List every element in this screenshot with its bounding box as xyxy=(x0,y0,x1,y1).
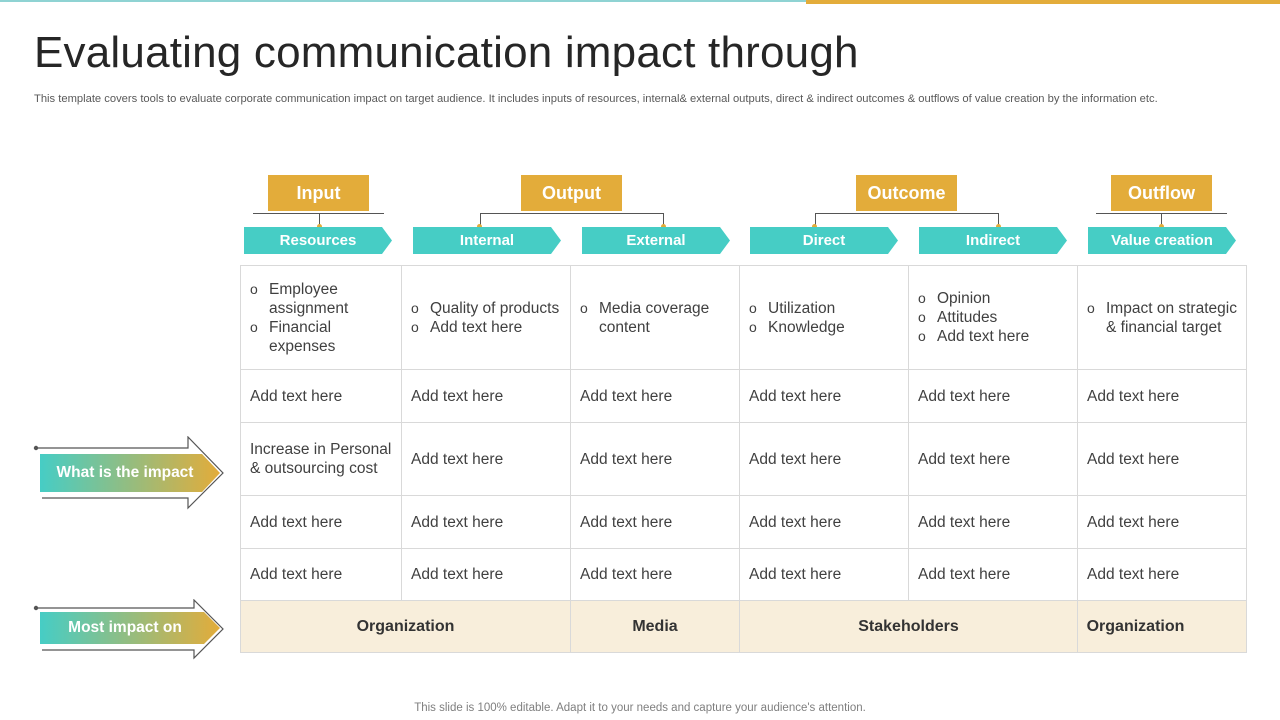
connector-output xyxy=(480,213,664,226)
table-cell: Add text here xyxy=(1087,450,1180,468)
page-subtitle: This template covers tools to evaluate c… xyxy=(34,93,1158,105)
table-divider xyxy=(1077,265,1078,653)
footer-note: This slide is 100% editable. Adapt it to… xyxy=(414,702,866,714)
table-cell: Impact on strategic & financial target xyxy=(1087,266,1237,369)
subheader-value-creation: Value creation xyxy=(1088,227,1236,254)
table-cell: Add text here xyxy=(749,513,842,531)
subheader-external: External xyxy=(582,227,730,254)
table-cell: Add text here xyxy=(918,566,1011,583)
most-impact-arrow-graphic xyxy=(33,599,224,660)
table-cell: Add text here xyxy=(580,566,673,583)
category-outflow: Outflow xyxy=(1111,175,1212,211)
table-cell: Add text here xyxy=(749,566,842,583)
table-cell: Add text here xyxy=(411,450,504,468)
bullet-list: Utilization Knowledge xyxy=(749,299,845,337)
bullet-item: Quality of products xyxy=(411,299,559,318)
table-cell: Add text here xyxy=(250,566,343,583)
table-divider xyxy=(240,422,1247,423)
side-label-most-impact-on: Most impact on xyxy=(68,619,182,636)
table-cell: Add text here xyxy=(580,387,673,405)
table-divider xyxy=(240,495,1247,496)
most-impact-organization-2: Organization xyxy=(1086,618,1185,635)
connector-input xyxy=(253,213,384,214)
table-cell: Add text here xyxy=(918,513,1011,531)
category-input: Input xyxy=(268,175,369,211)
connector-dot xyxy=(812,224,817,229)
table-cell: Add text here xyxy=(749,450,842,468)
table-cell: Add text here xyxy=(411,566,504,583)
table-cell: Add text here xyxy=(250,387,343,405)
table-divider xyxy=(908,265,909,600)
table-cell: Add text here xyxy=(411,387,504,405)
page-title: Evaluating communication impact through xyxy=(34,28,859,77)
table-divider xyxy=(570,265,571,653)
table-cell: Add text here xyxy=(411,513,504,531)
bullet-item: Add text here xyxy=(411,318,559,337)
table-divider xyxy=(240,369,1247,370)
impact-arrow-graphic xyxy=(33,436,224,510)
table-cell: Quality of products Add text here xyxy=(411,266,561,369)
bullet-list: Impact on strategic & financial target xyxy=(1087,299,1237,337)
most-impact-stakeholders: Stakeholders xyxy=(858,618,959,635)
table-divider xyxy=(401,265,402,600)
connector-dot xyxy=(1159,224,1164,229)
table-cell: Employee assignment Financial expenses xyxy=(250,266,398,369)
connector-dot xyxy=(661,224,666,229)
bullet-item: Financial expenses xyxy=(250,318,398,356)
table-cell: Add text here xyxy=(918,387,1011,405)
subheader-internal: Internal xyxy=(413,227,561,254)
category-output: Output xyxy=(521,175,622,211)
bullet-item: Knowledge xyxy=(749,318,845,337)
table-cell: Increase in Personal & outsourcing cost xyxy=(250,441,392,477)
connector-dot xyxy=(477,224,482,229)
table-divider xyxy=(739,265,740,653)
bullet-item: Utilization xyxy=(749,299,845,318)
table-cell: Add text here xyxy=(580,450,673,468)
table-cell: Media coverage content xyxy=(580,266,730,369)
connector-outcome xyxy=(815,213,999,226)
table-cell: Add text here xyxy=(250,513,343,531)
table-divider xyxy=(240,548,1247,549)
connector-stem xyxy=(319,213,320,226)
bullet-list: Quality of products Add text here xyxy=(411,299,559,337)
connector-stem xyxy=(1161,213,1162,226)
table-divider xyxy=(240,600,1247,601)
bullet-list: Employee assignment Financial expenses xyxy=(250,280,398,356)
bullet-list: Opinion Attitudes Add text here xyxy=(918,289,1029,346)
table-cell: Add text here xyxy=(1087,566,1180,583)
table-cell: Utilization Knowledge xyxy=(749,266,899,369)
most-impact-organization: Organization xyxy=(356,618,455,635)
connector-dot xyxy=(317,224,322,229)
bullet-list: Media coverage content xyxy=(580,299,730,337)
table-cell: Add text here xyxy=(1087,387,1180,405)
subheader-direct: Direct xyxy=(750,227,898,254)
subheader-indirect: Indirect xyxy=(919,227,1067,254)
bullet-item: Attitudes xyxy=(918,308,1029,327)
top-accent-line-gold xyxy=(806,0,1280,4)
impact-table xyxy=(240,265,1247,653)
connector-dot xyxy=(996,224,1001,229)
bullet-item: Opinion xyxy=(918,289,1029,308)
table-cell: Add text here xyxy=(580,513,673,531)
most-impact-media: Media xyxy=(632,618,678,635)
bullet-item: Add text here xyxy=(918,327,1029,346)
bullet-item: Employee assignment xyxy=(250,280,398,318)
top-accent-line-teal xyxy=(0,0,806,2)
subheader-resources: Resources xyxy=(244,227,392,254)
most-impact-band xyxy=(241,601,1246,652)
table-cell: Add text here xyxy=(918,450,1011,468)
category-outcome: Outcome xyxy=(856,175,957,211)
table-cell: Add text here xyxy=(1087,513,1180,531)
side-label-what-is-the-impact: What is the impact xyxy=(56,464,194,481)
bullet-item: Impact on strategic & financial target xyxy=(1087,299,1237,337)
table-cell: Add text here xyxy=(749,387,842,405)
bullet-item: Media coverage content xyxy=(580,299,730,337)
table-cell: Opinion Attitudes Add text here xyxy=(918,266,1068,369)
